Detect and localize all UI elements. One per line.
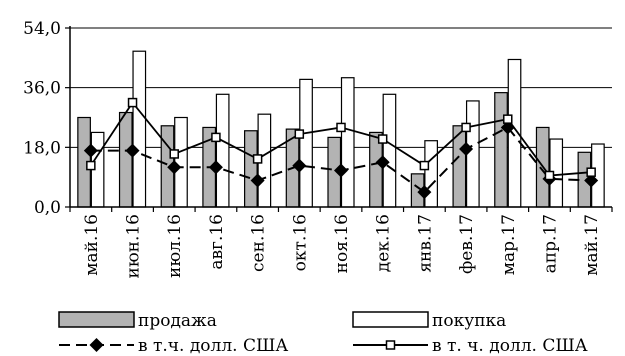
bar-sale (118, 111, 133, 208)
bar-purchase (215, 93, 230, 208)
point-usd-purchase (544, 170, 555, 181)
point-usd-sale (417, 185, 432, 200)
point-usd-purchase (419, 160, 430, 171)
legend-label-usd-purchase: в т. ч. долл. США (432, 336, 588, 356)
x-tick-label: мар.17 (499, 214, 519, 275)
y-tick-label: 18,0 (23, 138, 61, 158)
point-usd-sale (167, 160, 182, 175)
series-lines (83, 97, 599, 200)
x-tick-label: апр.17 (540, 214, 560, 273)
point-usd-sale (125, 143, 140, 158)
point-usd-sale (83, 143, 98, 158)
x-tick-label: янв.17 (415, 214, 435, 273)
point-usd-sale (500, 120, 515, 135)
point-usd-sale (292, 158, 307, 173)
point-usd-purchase (211, 132, 221, 143)
point-usd-sale (459, 141, 474, 156)
y-axis-tick-labels: 0,0 18,0 36,0 54,0 (23, 19, 61, 218)
legend-label-purchase: покупка (432, 311, 506, 331)
x-tick-label: фев.17 (457, 214, 477, 274)
point-usd-purchase (586, 167, 596, 177)
y-tick-label: 0,0 (34, 198, 61, 218)
axes (69, 26, 613, 212)
legend: продажа покупка в т.ч. долл. США в т. ч.… (58, 311, 588, 356)
bar-purchase (299, 78, 313, 208)
point-usd-sale (334, 163, 348, 178)
bar-sale (244, 130, 258, 208)
point-usd-purchase (377, 134, 388, 144)
x-tick-label: май.16 (82, 214, 102, 276)
bar-sale (494, 92, 508, 208)
legend-swatch-sale (58, 311, 135, 328)
bar-purchase (132, 50, 147, 208)
bar-purchase (340, 77, 355, 208)
bars (77, 50, 605, 208)
legend-label-usd-sale: в т.ч. долл. США (138, 336, 288, 356)
bar-purchase (424, 140, 438, 208)
y-tick-label: 36,0 (23, 79, 61, 99)
x-tick-label: авг.16 (207, 214, 227, 270)
point-usd-purchase (461, 122, 471, 133)
y-tick-label: 54,0 (23, 19, 61, 39)
point-usd-sale (375, 155, 390, 170)
x-tick-label: дек.16 (374, 214, 394, 272)
point-usd-purchase (336, 122, 346, 133)
bar-purchase (382, 93, 397, 208)
x-tick-label: ноя.16 (332, 214, 352, 273)
point-usd-purchase (252, 154, 263, 164)
bar-purchase (174, 116, 188, 208)
x-tick-label: июл.16 (165, 214, 185, 278)
point-usd-sale (584, 173, 599, 188)
x-tick-label: окт.16 (290, 214, 310, 271)
point-usd-purchase (127, 97, 138, 108)
point-usd-purchase (503, 114, 513, 124)
bar-purchase (465, 100, 480, 208)
x-tick-label: июн.16 (124, 214, 144, 279)
x-axis-tick-labels: май.16 июн.16 июл.16 авг.16 сен.16 окт.16 ноя.… (82, 214, 602, 279)
x-tick-label: сен.16 (249, 214, 269, 272)
legend-marker-diamond (89, 338, 104, 352)
point-usd-purchase (169, 149, 179, 159)
point-usd-sale (250, 173, 265, 188)
legend-marker-square (385, 340, 396, 350)
legend-label-sale: продажа (138, 311, 217, 331)
point-usd-purchase (86, 160, 96, 171)
x-tick-label: май.17 (582, 214, 602, 276)
point-usd-sale (208, 160, 223, 175)
point-usd-purchase (294, 129, 305, 139)
legend-swatch-purchase (352, 311, 429, 328)
